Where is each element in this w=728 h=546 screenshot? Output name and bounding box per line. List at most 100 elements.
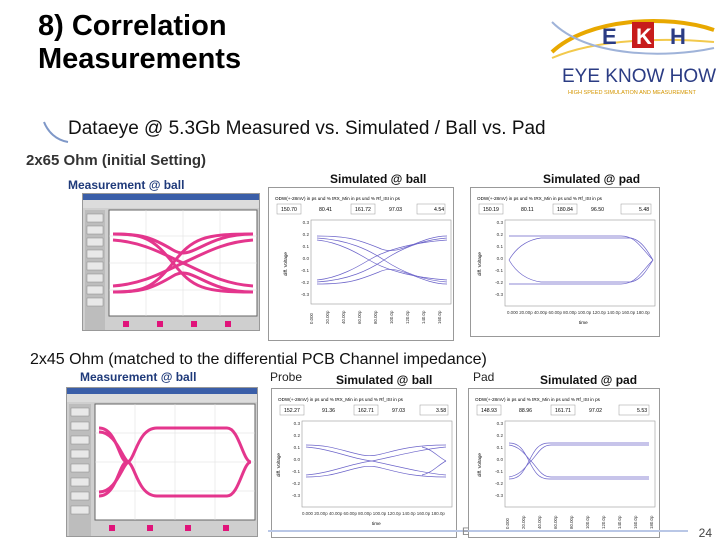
svg-text:0.0: 0.0 [303,256,310,261]
sim-value: 97.02 [589,408,602,414]
sim-value: 88.96 [519,408,532,414]
svg-text:0.0: 0.0 [294,457,301,462]
svg-text:-0.3: -0.3 [495,292,503,297]
svg-text:E: E [602,24,617,49]
sim-plot-2-pad: ODW(+-28mV) in ps und % tRX_Min in ps un… [468,388,660,538]
sim-value: 180.84 [557,207,573,213]
svg-text:-0.3: -0.3 [495,493,503,498]
svg-text:0.1: 0.1 [294,445,301,450]
svg-text:100.0p: 100.0p [585,515,590,529]
svg-text:0.1: 0.1 [303,244,310,249]
sim-value: 161.71 [555,408,571,414]
svg-text:160.0p: 160.0p [437,310,442,324]
svg-text:80.00p: 80.00p [373,310,378,324]
title-line-1: 8) Correlation [38,10,227,42]
sim-plot-2-ball: ODW(+-28mV) in ps und % tRX_Min in ps un… [271,388,457,538]
svg-text:H: H [670,24,686,49]
svg-text:140.0p: 140.0p [421,310,426,324]
svg-text:0.0: 0.0 [497,457,504,462]
sim-value: 5.48 [639,207,649,213]
title-line-2: Measurements [38,43,242,75]
svg-text:120.0p: 120.0p [405,310,410,324]
sim-value: 97.03 [389,207,402,213]
svg-text:40.00p: 40.00p [537,515,542,529]
sim-value: 91.36 [322,408,335,414]
sim-header: ODW(+-28mV) in ps und % tRX_Min in ps un… [475,397,601,402]
sim-value: 80.41 [319,207,332,213]
sim-value: 161.72 [355,207,371,213]
section1-label-measurement: Measurement @ ball [68,178,185,192]
y-axis-label: diff. Voltage [477,453,482,477]
section2-label-sim-ball: Simulated @ ball [336,373,433,387]
footer-fragment: E [462,526,470,538]
svg-text:100.0p: 100.0p [389,310,394,324]
section1-label-sim-pad: Simulated @ pad [543,172,641,186]
svg-text:0.1: 0.1 [497,244,504,249]
section2-label-probe: Probe [270,370,303,384]
svg-text:0.3: 0.3 [303,220,310,225]
svg-text:80.00p: 80.00p [569,515,574,529]
svg-text:0.1: 0.1 [497,445,504,450]
svg-text:0.000 20.00p 40.00p 60.00p 80.: 0.000 20.00p 40.00p 60.00p 80.00p 100.0p… [302,511,445,516]
svg-text:0.000: 0.000 [505,517,510,529]
svg-text:0.3: 0.3 [497,421,504,426]
svg-text:180.0p: 180.0p [649,515,654,529]
sim-value: 5.53 [637,408,647,414]
svg-text:K: K [636,24,652,49]
svg-text:0.2: 0.2 [303,232,310,237]
sim-header: ODW(+-28mV) in ps und % tRX_Min in ps un… [278,397,404,402]
scope-screenshot-1 [82,193,260,331]
y-axis-label: diff. Voltage [276,453,281,477]
svg-text:-0.2: -0.2 [292,481,300,486]
sim-header: ODW(+-28mV) in ps und % tRX_Min in ps un… [477,196,603,201]
svg-text:0.0: 0.0 [497,256,504,261]
sim-header: ODW(+-28mV) in ps und % tRX_Min in ps un… [275,196,401,201]
svg-text:-0.1: -0.1 [292,469,300,474]
sim-value: 97.03 [392,408,405,414]
sim-value: 96.50 [591,207,604,213]
svg-text:0.2: 0.2 [294,433,301,438]
svg-text:-0.1: -0.1 [495,268,503,273]
svg-text:0.000 20.00p 40.00p 60.00p 80.: 0.000 20.00p 40.00p 60.00p 80.00p 100.0p… [507,310,650,315]
svg-text:60.00p: 60.00p [553,515,558,529]
footer-line [268,530,688,532]
logo-name: EYE KNOW HOW [562,66,716,87]
svg-text:0.3: 0.3 [497,220,504,225]
svg-text:-0.1: -0.1 [301,268,309,273]
svg-text:0.3: 0.3 [294,421,301,426]
y-axis-label: diff. Voltage [283,252,288,276]
sim-value: 80.11 [521,207,534,213]
logo-tagline: HIGH SPEED SIMULATION AND MEASUREMENT [568,90,697,96]
page-title: 8) Correlation Measurements [38,10,241,76]
svg-text:-0.2: -0.2 [495,280,503,285]
svg-text:-0.1: -0.1 [495,469,503,474]
svg-text:0.2: 0.2 [497,232,504,237]
section2-heading: 2x45 Ohm (matched to the differential PC… [30,351,487,368]
svg-text:20.00p: 20.00p [521,515,526,529]
svg-text:40.00p: 40.00p [341,310,346,324]
svg-text:160.0p: 160.0p [633,515,638,529]
eyeknowhow-logo: E K H EYE KNOW HOW HIGH SPEED SIMULATION… [550,18,716,96]
svg-text:0.2: 0.2 [497,433,504,438]
sim-value: 150.19 [483,207,499,213]
svg-text:120.0p: 120.0p [601,515,606,529]
svg-text:-0.3: -0.3 [292,493,300,498]
section1-heading: 2x65 Ohm (initial Setting) [26,152,207,169]
x-axis-label: time [372,521,381,526]
page-number: 24 [698,526,712,540]
svg-text:-0.2: -0.2 [301,280,309,285]
svg-text:-0.2: -0.2 [495,481,503,486]
sim-value: 3.58 [436,408,446,414]
y-axis-label: diff. Voltage [477,252,482,276]
sim-plot-1-pad: ODW(+-28mV) in ps und % tRX_Min in ps un… [470,187,660,337]
svg-text:140.0p: 140.0p [617,515,622,529]
subtitle: Dataeye @ 5.3Gb Measured vs. Simulated /… [68,118,546,139]
sim-plot-1-ball: ODW(+-28mV) in ps und % tRX_Min in ps un… [268,187,454,341]
section1-label-sim-ball: Simulated @ ball [330,172,427,186]
svg-text:-0.3: -0.3 [301,292,309,297]
section2-label-pad: Pad [473,370,495,384]
x-axis-label: time [579,320,588,325]
section2-label-measurement: Measurement @ ball [80,370,197,384]
sim-value: 148.93 [481,408,497,414]
